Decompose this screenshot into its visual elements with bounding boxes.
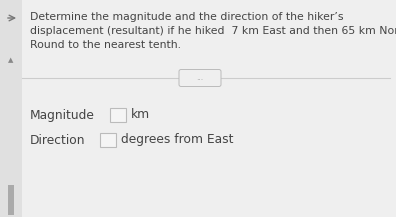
Text: Direction: Direction <box>30 133 86 146</box>
Bar <box>100 133 116 147</box>
Text: displacement (resultant) if he hiked  7 km East and then 65 km North.: displacement (resultant) if he hiked 7 k… <box>30 26 396 36</box>
Text: degrees from East: degrees from East <box>121 133 234 146</box>
Text: Round to the nearest tenth.: Round to the nearest tenth. <box>30 40 181 50</box>
Text: Magnitude: Magnitude <box>30 108 95 122</box>
Bar <box>110 108 126 122</box>
FancyBboxPatch shape <box>179 69 221 87</box>
Text: Determine the magnitude and the direction of the hiker’s: Determine the magnitude and the directio… <box>30 12 343 22</box>
Bar <box>8 185 14 215</box>
Text: ▲: ▲ <box>8 57 14 63</box>
Text: ...: ... <box>196 74 204 82</box>
Text: km: km <box>131 108 150 122</box>
Bar <box>0 0 22 217</box>
